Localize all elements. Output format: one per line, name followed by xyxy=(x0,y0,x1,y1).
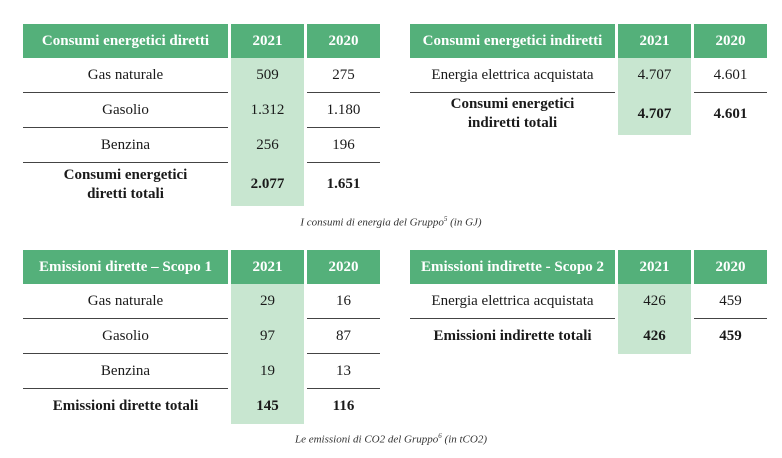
row-divider xyxy=(694,318,767,319)
value-2020: 459 xyxy=(719,293,742,309)
table-row: Gas naturale 509 275 xyxy=(23,58,380,93)
table-indirect-emissions: Emissioni indirette - Scopo 2 2021 2020 … xyxy=(410,250,767,354)
row-divider xyxy=(23,162,228,163)
value-2021: 4.707 xyxy=(618,93,691,135)
value-2020: 275 xyxy=(332,67,355,83)
header-2020: 2020 xyxy=(307,24,380,58)
header-2021: 2021 xyxy=(231,24,304,58)
value-2021: 97 xyxy=(231,319,304,354)
header-2020: 2020 xyxy=(694,24,767,58)
header-category: Consumi energetici indiretti xyxy=(410,24,615,58)
caption-emissions: Le emissioni di CO2 del Gruppo6 (in tCO2… xyxy=(0,432,782,446)
row-divider xyxy=(23,353,228,354)
row-label: Consumi energetici indiretti totali xyxy=(450,96,575,131)
row-divider xyxy=(23,92,228,93)
value-2021: 426 xyxy=(618,284,691,319)
table-row: Gasolio 97 87 xyxy=(23,319,380,354)
row-divider xyxy=(23,388,228,389)
caption-energy: I consumi di energia del Gruppo5 (in GJ) xyxy=(0,215,782,229)
value-2021: 4.707 xyxy=(618,58,691,93)
value-2020: 13 xyxy=(336,363,351,379)
value-2020: 87 xyxy=(336,328,351,344)
row-divider xyxy=(410,92,615,93)
table-header: Emissioni dirette – Scopo 1 2021 2020 xyxy=(23,250,380,284)
row-divider xyxy=(307,162,380,163)
table-row: Energia elettrica acquistata 4.707 4.601 xyxy=(410,58,767,93)
table-row: Gas naturale 29 16 xyxy=(23,284,380,319)
table-row: Benzina 256 196 xyxy=(23,128,380,163)
row-divider xyxy=(307,353,380,354)
header-category: Consumi energetici diretti xyxy=(23,24,228,58)
table-total-row: Consumi energetici diretti totali 2.077 … xyxy=(23,163,380,206)
caption-unit: (in GJ) xyxy=(447,216,482,229)
value-2020: 116 xyxy=(332,398,355,414)
row-divider xyxy=(307,388,380,389)
value-2021: 2.077 xyxy=(231,163,304,206)
table-header: Consumi energetici diretti 2021 2020 xyxy=(23,24,380,58)
header-2020: 2020 xyxy=(307,250,380,284)
table-total-row: Emissioni dirette totali 145 116 xyxy=(23,389,380,424)
table-indirect-energy: Consumi energetici indiretti 2021 2020 E… xyxy=(410,24,767,135)
table-header: Emissioni indirette - Scopo 2 2021 2020 xyxy=(410,250,767,284)
table-total-row: Emissioni indirette totali 426 459 xyxy=(410,319,767,354)
table-direct-energy: Consumi energetici diretti 2021 2020 Gas… xyxy=(23,24,380,206)
row-divider xyxy=(23,127,228,128)
row-label: Energia elettrica acquistata xyxy=(431,293,594,309)
table-row: Gasolio 1.312 1.180 xyxy=(23,93,380,128)
row-divider xyxy=(307,92,380,93)
row-label: Gasolio xyxy=(102,102,149,118)
caption-text: I consumi di energia del Gruppo xyxy=(300,216,444,229)
row-divider xyxy=(23,318,228,319)
value-2020: 1.651 xyxy=(326,176,361,192)
header-category: Emissioni indirette - Scopo 2 xyxy=(410,250,615,284)
row-label: Benzina xyxy=(100,137,151,153)
row-label: Energia elettrica acquistata xyxy=(431,67,594,83)
value-2021: 29 xyxy=(231,284,304,319)
value-2021: 19 xyxy=(231,354,304,389)
value-2021: 1.312 xyxy=(231,93,304,128)
value-2021: 145 xyxy=(231,389,304,424)
value-2020: 4.601 xyxy=(713,105,748,122)
row-label: Gas naturale xyxy=(87,293,164,309)
row-divider xyxy=(410,318,615,319)
header-category: Emissioni dirette – Scopo 1 xyxy=(23,250,228,284)
row-divider xyxy=(307,318,380,319)
header-2021: 2021 xyxy=(618,24,691,58)
row-divider xyxy=(694,92,767,93)
value-2020: 4.601 xyxy=(713,67,748,83)
row-label: Emissioni dirette totali xyxy=(52,398,199,414)
value-2021: 426 xyxy=(618,319,691,354)
value-2020: 196 xyxy=(332,137,355,153)
row-divider xyxy=(307,127,380,128)
value-2020: 459 xyxy=(719,328,742,344)
value-2021: 256 xyxy=(231,128,304,163)
value-2021: 509 xyxy=(231,58,304,93)
row-label: Benzina xyxy=(100,363,151,379)
value-2020: 16 xyxy=(336,293,351,309)
header-2021: 2021 xyxy=(231,250,304,284)
footnote-ref: 6 xyxy=(438,432,442,440)
header-2021: 2021 xyxy=(618,250,691,284)
caption-unit: (in tCO2) xyxy=(441,433,488,446)
caption-text: Le emissioni di CO2 del Gruppo xyxy=(294,433,439,446)
row-label: Consumi energetici diretti totali xyxy=(63,166,188,202)
row-label: Gasolio xyxy=(102,328,149,344)
table-row: Energia elettrica acquistata 426 459 xyxy=(410,284,767,319)
footnote-ref: 5 xyxy=(443,215,448,223)
table-total-row: Consumi energetici indiretti totali 4.70… xyxy=(410,93,767,135)
row-label: Gas naturale xyxy=(87,67,164,83)
value-2020: 1.180 xyxy=(326,102,361,118)
table-direct-emissions: Emissioni dirette – Scopo 1 2021 2020 Ga… xyxy=(23,250,380,424)
header-2020: 2020 xyxy=(694,250,767,284)
row-label: Emissioni indirette totali xyxy=(433,328,592,344)
table-row: Benzina 19 13 xyxy=(23,354,380,389)
table-header: Consumi energetici indiretti 2021 2020 xyxy=(410,24,767,58)
